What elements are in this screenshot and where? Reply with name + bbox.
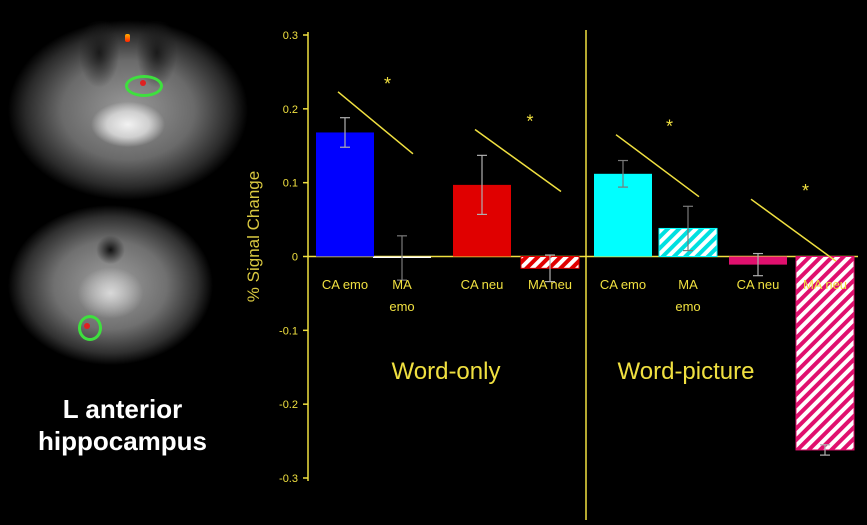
category-label: emo	[675, 299, 700, 314]
y-axis-title: % Signal Change	[244, 171, 263, 302]
category-label: MA	[392, 277, 412, 292]
significance-star: *	[526, 112, 533, 132]
y-tick-label: 0.3	[283, 30, 298, 42]
significance-line	[615, 134, 700, 198]
roi-circle-axial	[125, 75, 163, 97]
y-tick-label: 0.1	[283, 178, 298, 190]
region-label-line2: hippocampus	[37, 426, 207, 456]
activation-hotspot	[125, 34, 130, 42]
significance-star: *	[802, 181, 809, 201]
y-tick-label: 0	[292, 252, 298, 264]
brain-coronal-slice-image	[8, 205, 213, 365]
category-label: CA emo	[600, 277, 646, 292]
region-label: L anterior hippocampus	[10, 393, 235, 457]
significance-line	[337, 91, 414, 155]
category-label: MA neu	[528, 277, 572, 292]
bar	[795, 256, 855, 451]
y-tick-label: -0.3	[279, 473, 298, 485]
group-label: Word-only	[392, 358, 501, 385]
category-label: MA neu	[803, 277, 847, 292]
significance-line	[474, 128, 562, 193]
bar	[316, 132, 374, 257]
y-tick-label: 0.2	[283, 104, 298, 116]
y-tick-label: -0.2	[279, 399, 298, 411]
significance-star: *	[384, 74, 391, 94]
brain-axial-slice-image	[8, 20, 248, 200]
category-label: MA	[678, 277, 698, 292]
region-label-line1: L anterior	[62, 394, 183, 424]
group-label: Word-picture	[618, 358, 755, 385]
significance-line	[750, 198, 837, 262]
roi-circle-coronal	[78, 315, 102, 341]
category-label: emo	[389, 299, 414, 314]
category-label: CA neu	[461, 277, 504, 292]
category-label: CA neu	[737, 277, 780, 292]
significance-star: *	[666, 117, 673, 137]
category-label: CA emo	[322, 277, 368, 292]
y-tick-label: -0.1	[279, 325, 298, 337]
